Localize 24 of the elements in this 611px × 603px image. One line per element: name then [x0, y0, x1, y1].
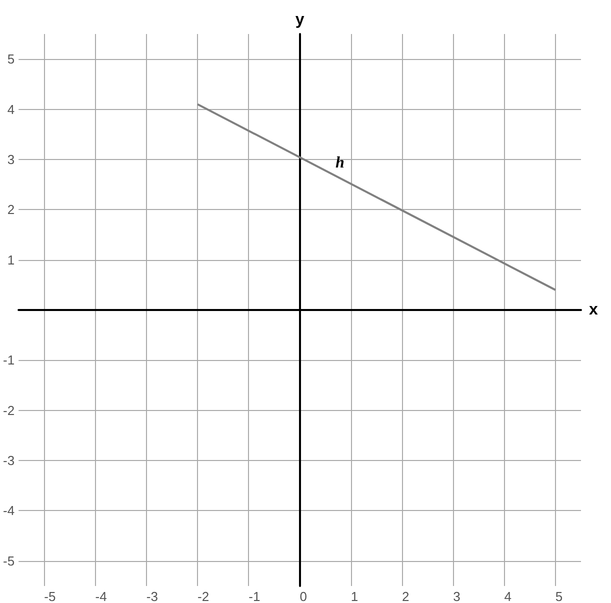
x-tick-label: 3 [453, 589, 460, 603]
y-tick-label: -4 [2, 503, 15, 518]
x-tick-label: -2 [198, 589, 210, 603]
annotation: h [336, 154, 345, 172]
y-tick-label: -3 [2, 453, 15, 468]
x-tick-label: -5 [44, 589, 56, 603]
x-tick-label: 5 [555, 589, 563, 603]
x-tick-label: 4 [504, 589, 512, 603]
y-tick-label: -5 [2, 553, 15, 568]
x-tick-label: -1 [248, 589, 260, 603]
y-tick-label: -2 [2, 402, 15, 418]
x-tick-label: -4 [95, 589, 107, 603]
y-tick-label: 2 [7, 202, 15, 218]
y-tick-label: -1 [2, 352, 15, 368]
y-tick-label: 4 [7, 102, 15, 117]
x-tick-label: 2 [402, 589, 410, 603]
x-tick-label: 1 [350, 589, 358, 603]
y-tick-label: 5 [7, 52, 15, 67]
y-axis-title: y [295, 12, 304, 28]
y-tick-label: 3 [7, 152, 15, 167]
x-axis-title: x [589, 302, 598, 318]
y-tick-label: 1 [7, 252, 15, 268]
x-tick-label: 0 [300, 589, 308, 603]
x-tick-label: -3 [146, 589, 158, 603]
